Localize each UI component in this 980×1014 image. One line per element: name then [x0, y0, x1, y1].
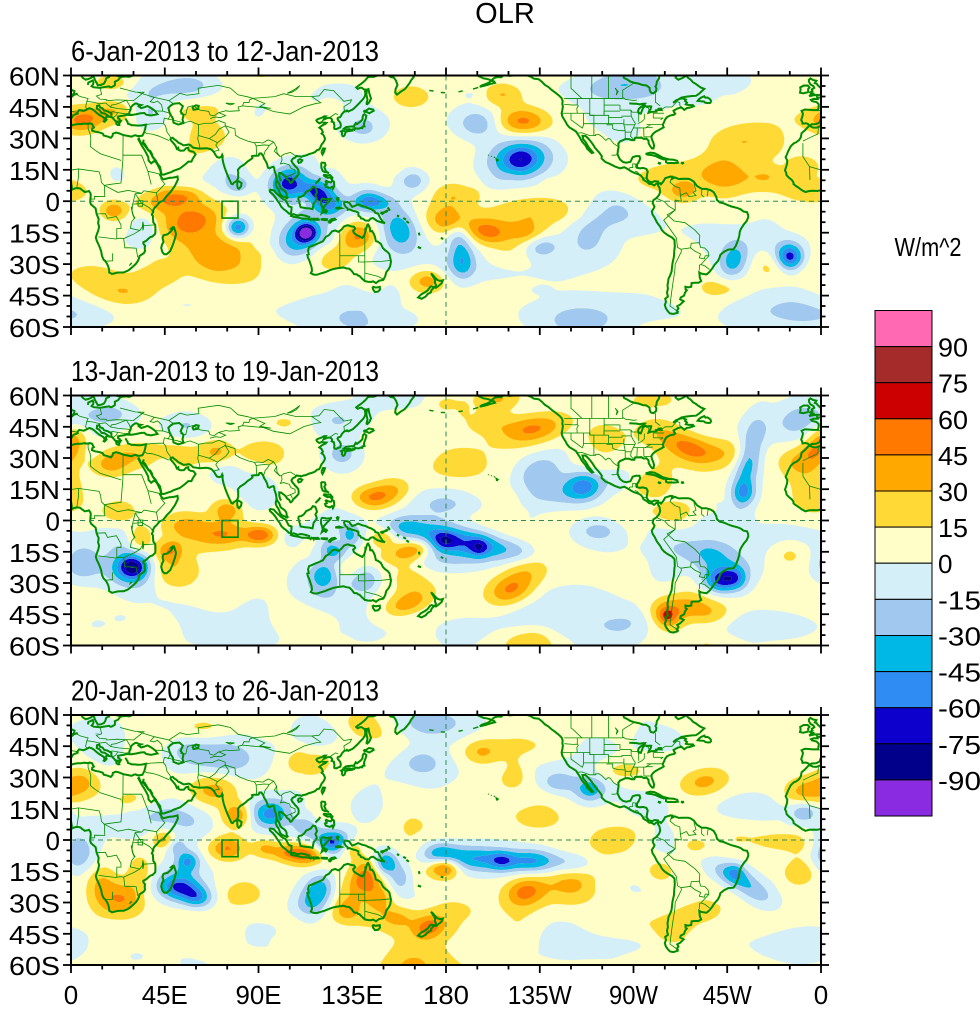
svg-text:135E: 135E: [321, 980, 383, 1010]
svg-text:6-Jan-2013 to 12-Jan-2013: 6-Jan-2013 to 12-Jan-2013: [71, 36, 379, 68]
svg-text:135W: 135W: [508, 980, 572, 1010]
svg-text:0: 0: [64, 980, 78, 1010]
svg-text:45N: 45N: [9, 93, 60, 123]
svg-text:-90: -90: [938, 766, 980, 796]
svg-text:20-Jan-2013 to 26-Jan-2013: 20-Jan-2013 to 26-Jan-2013: [71, 676, 379, 708]
svg-text:30N: 30N: [9, 764, 60, 794]
svg-text:45: 45: [938, 441, 968, 471]
svg-text:45E: 45E: [142, 980, 188, 1010]
svg-text:30S: 30S: [9, 889, 60, 919]
svg-text:15N: 15N: [9, 156, 60, 186]
svg-text:OLR: OLR: [475, 0, 535, 30]
svg-text:0: 0: [46, 507, 60, 537]
svg-text:0: 0: [814, 980, 828, 1010]
svg-text:180: 180: [423, 980, 469, 1010]
svg-text:15S: 15S: [9, 857, 60, 887]
svg-text:30S: 30S: [9, 250, 60, 280]
svg-text:15: 15: [938, 513, 968, 543]
svg-text:-75: -75: [938, 730, 980, 760]
svg-text:45N: 45N: [9, 413, 60, 443]
svg-text:60N: 60N: [9, 701, 60, 731]
svg-text:60N: 60N: [9, 382, 60, 412]
svg-text:75: 75: [938, 369, 968, 399]
svg-text:-45: -45: [938, 658, 980, 688]
svg-text:45S: 45S: [9, 920, 60, 950]
svg-text:-60: -60: [938, 694, 980, 724]
svg-text:15S: 15S: [9, 538, 60, 568]
svg-text:13-Jan-2013 to 19-Jan-2013: 13-Jan-2013 to 19-Jan-2013: [71, 356, 379, 388]
svg-text:15N: 15N: [9, 475, 60, 505]
svg-text:30N: 30N: [9, 444, 60, 474]
svg-text:45S: 45S: [9, 600, 60, 630]
svg-text:0: 0: [938, 549, 952, 579]
svg-text:90E: 90E: [236, 980, 282, 1010]
svg-text:30N: 30N: [9, 124, 60, 154]
svg-text:90: 90: [938, 333, 968, 363]
svg-text:30: 30: [938, 477, 968, 507]
svg-text:30S: 30S: [9, 569, 60, 599]
svg-text:60S: 60S: [9, 632, 60, 662]
svg-text:45S: 45S: [9, 282, 60, 312]
svg-text:0: 0: [46, 187, 60, 217]
svg-text:15S: 15S: [9, 219, 60, 249]
svg-text:W/m^2: W/m^2: [895, 232, 962, 262]
svg-text:0: 0: [46, 826, 60, 856]
svg-text:-15: -15: [938, 585, 980, 615]
svg-text:45N: 45N: [9, 732, 60, 762]
svg-text:60: 60: [938, 405, 968, 435]
svg-text:60S: 60S: [9, 313, 60, 343]
svg-text:60S: 60S: [9, 951, 60, 981]
svg-text:90W: 90W: [609, 980, 658, 1010]
svg-text:-30: -30: [938, 622, 980, 652]
svg-text:45W: 45W: [703, 980, 752, 1010]
svg-text:15N: 15N: [9, 795, 60, 825]
svg-text:60N: 60N: [9, 62, 60, 92]
